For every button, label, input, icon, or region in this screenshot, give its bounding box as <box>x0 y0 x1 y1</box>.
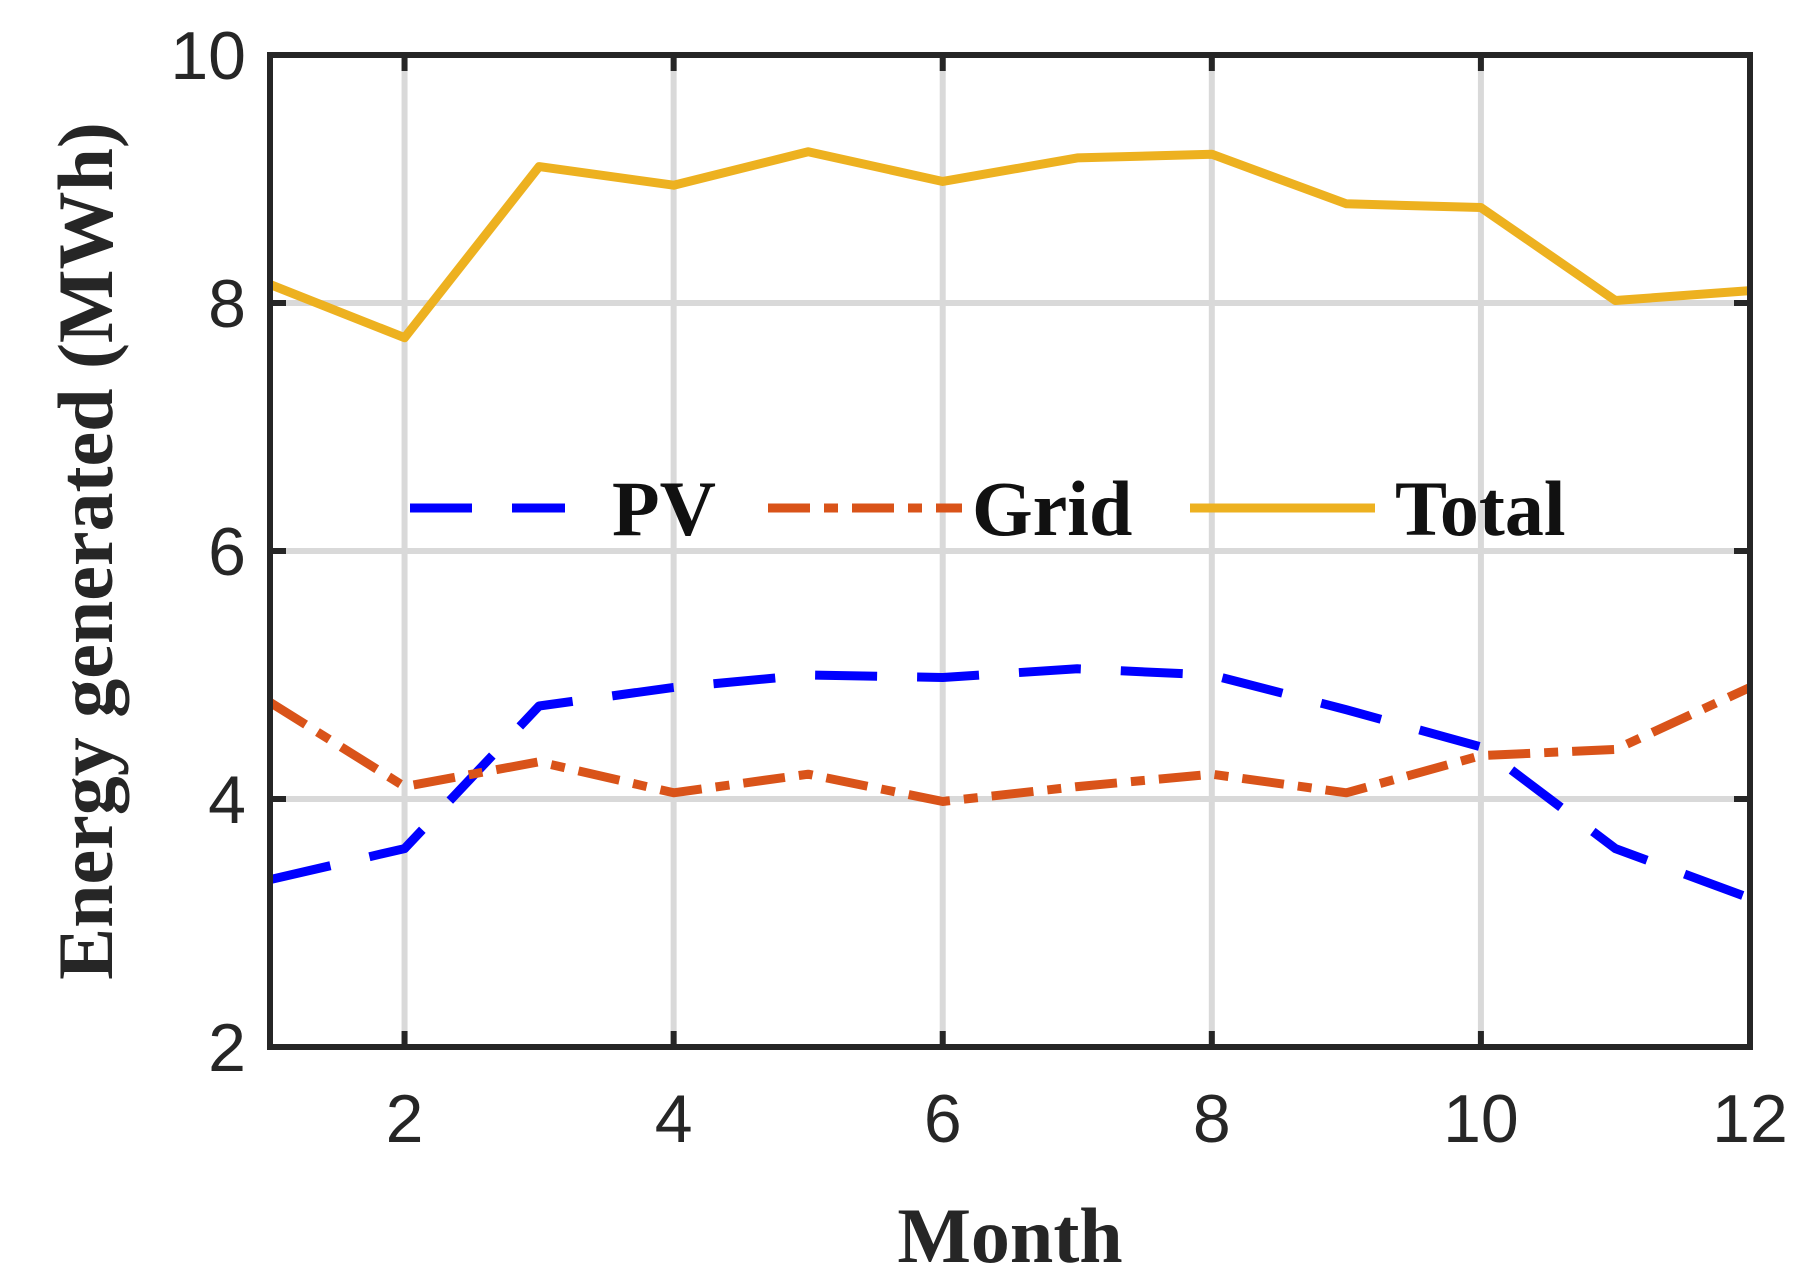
x-tick-label: 8 <box>1193 1081 1231 1157</box>
x-tick-label: 2 <box>386 1081 424 1157</box>
series-lines <box>267 147 1752 903</box>
legend: PV Grid Total <box>410 465 1566 552</box>
y-tick-label: 4 <box>208 762 246 838</box>
x-tick-label: 6 <box>924 1081 962 1157</box>
y-axis-title: Energy generated (MWh) <box>42 122 129 980</box>
x-tick-label: 12 <box>1712 1081 1788 1157</box>
y-tick-label: 10 <box>170 18 246 94</box>
y-tick-label: 2 <box>208 1010 246 1086</box>
tick-labels: 2 4 6 8 10 12 2 4 6 8 10 <box>170 18 1787 1157</box>
y-tick-label: 8 <box>208 266 246 342</box>
y-tick-label: 6 <box>208 514 246 590</box>
series-line-grid <box>267 683 1752 806</box>
legend-label-pv: PV <box>612 465 716 552</box>
legend-label-total: Total <box>1395 465 1566 552</box>
grid <box>270 55 1750 1047</box>
x-tick-label: 10 <box>1443 1081 1519 1157</box>
legend-label-grid: Grid <box>972 465 1132 552</box>
series-line-total <box>268 147 1751 343</box>
x-axis-title: Month <box>897 1192 1122 1279</box>
axis-ticks <box>270 55 1750 1047</box>
x-tick-label: 4 <box>655 1081 693 1157</box>
